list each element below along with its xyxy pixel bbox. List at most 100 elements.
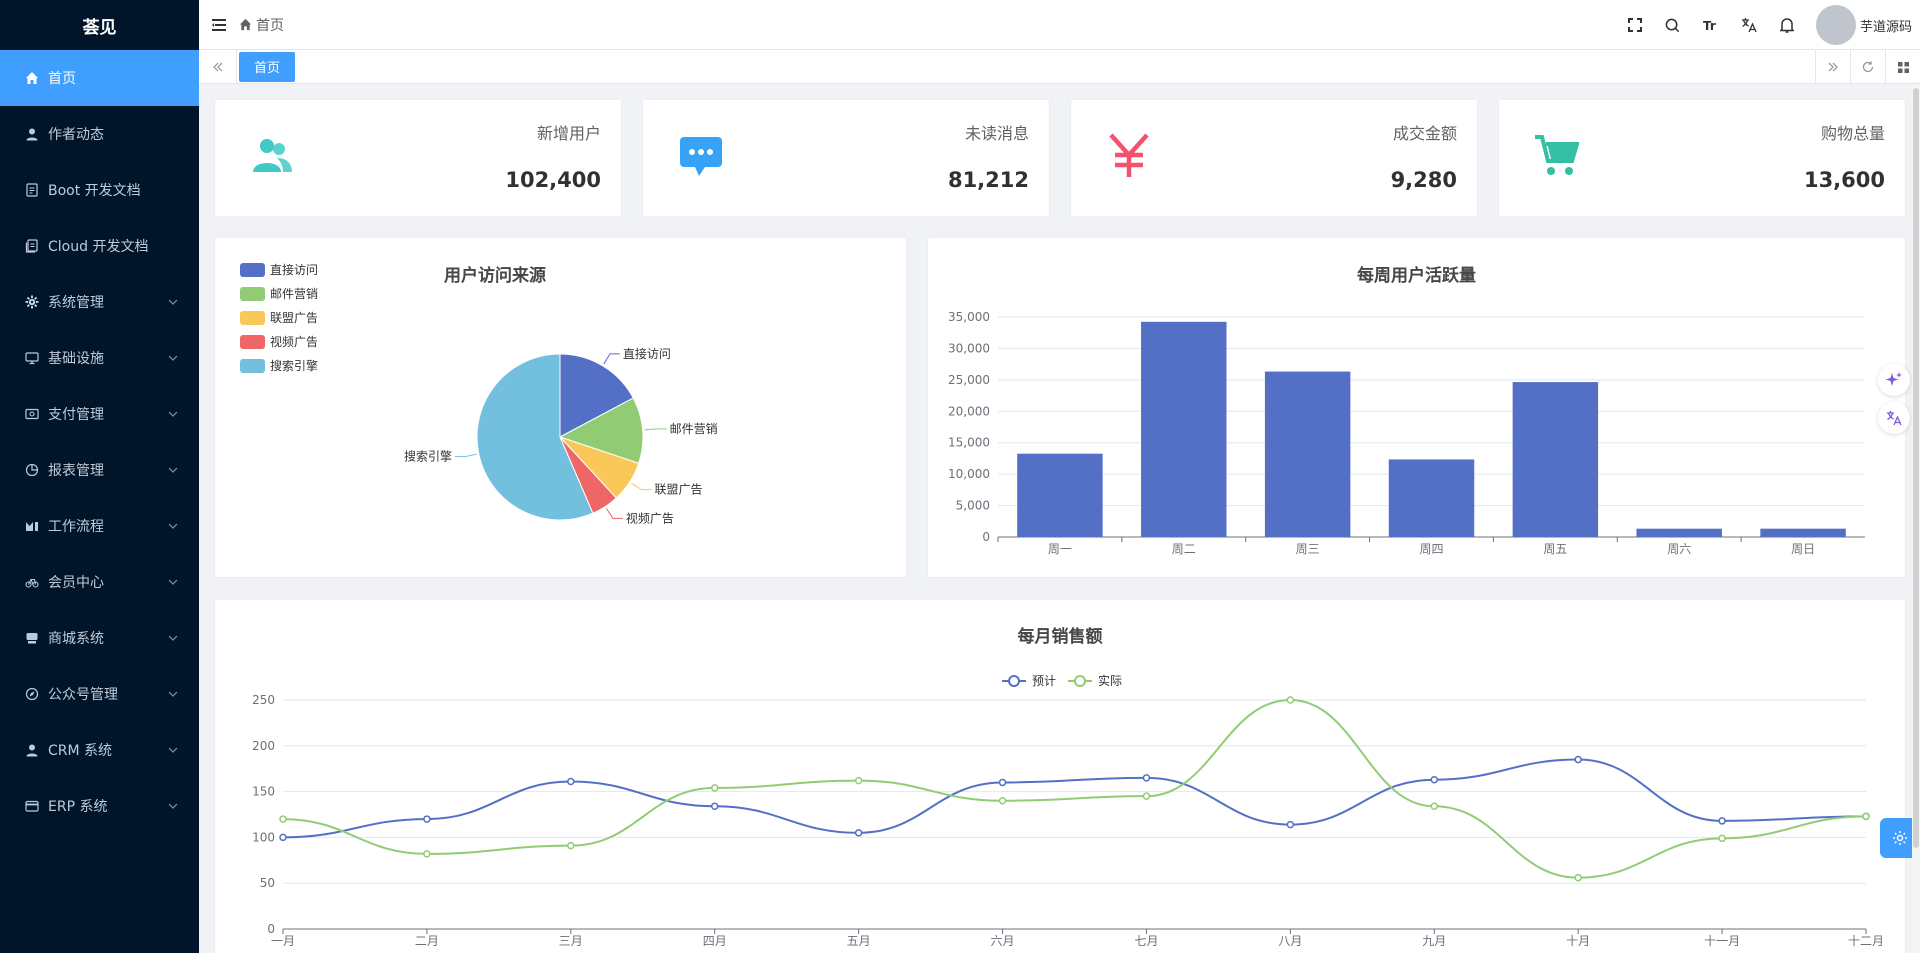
series-point[interactable] xyxy=(567,777,575,786)
legend-label[interactable]: 联盟广告 xyxy=(270,311,318,325)
series-point[interactable] xyxy=(1142,774,1151,782)
series-point[interactable] xyxy=(1430,775,1439,784)
series-point[interactable] xyxy=(1862,812,1870,821)
chevron-down-icon xyxy=(168,355,178,361)
translate-float-button[interactable] xyxy=(1878,402,1910,434)
y-tick-label: 0 xyxy=(982,530,990,544)
series-point[interactable] xyxy=(710,784,719,792)
series-point[interactable] xyxy=(1430,802,1439,811)
scroll-right-icon[interactable] xyxy=(1815,50,1850,84)
sidebar-item-label: 报表管理 xyxy=(48,463,104,479)
legend-swatch[interactable] xyxy=(240,263,265,277)
page-scrollbar[interactable] xyxy=(1912,84,1920,953)
hamburger-icon[interactable] xyxy=(199,0,239,50)
search-icon[interactable] xyxy=(1654,0,1692,50)
sidebar-item-0[interactable]: 首页 xyxy=(0,50,199,106)
sidebar-item-10[interactable]: 商城系统 xyxy=(0,610,199,666)
series-point[interactable] xyxy=(1142,792,1151,800)
series-point[interactable] xyxy=(279,833,287,842)
series-line[interactable] xyxy=(282,698,1867,879)
pie-slice[interactable] xyxy=(559,353,634,438)
pie-slice[interactable] xyxy=(476,353,594,521)
translate-icon[interactable] xyxy=(1730,0,1768,50)
stat-card[interactable]: 新增用户 102,400 xyxy=(214,99,622,217)
legend-label[interactable]: 邮件营销 xyxy=(270,287,318,301)
legend-label[interactable]: 搜索引擎 xyxy=(270,358,318,373)
sidebar-item-label: 基础设施 xyxy=(48,351,104,367)
bar[interactable] xyxy=(1017,453,1103,537)
pie-slice[interactable] xyxy=(558,397,644,464)
app-logo: 荟见 xyxy=(82,17,117,38)
sidebar-item-9[interactable]: 会员中心 xyxy=(0,554,199,610)
top-header: 首页 Tr 芋道源码 xyxy=(199,0,1920,50)
sidebar-item-2[interactable]: Boot 开发文档 xyxy=(0,162,199,218)
series-point[interactable] xyxy=(567,841,575,850)
series-line[interactable] xyxy=(282,758,1867,839)
x-tick-label: 七月 xyxy=(1134,934,1158,948)
chevron-down-icon xyxy=(168,299,178,305)
breadcrumb-home[interactable]: 首页 xyxy=(256,17,284,34)
bar[interactable] xyxy=(1512,382,1599,537)
stat-card[interactable]: 购物总量 13,600 xyxy=(1498,99,1906,217)
series-point[interactable] xyxy=(854,829,863,837)
series-point[interactable] xyxy=(1286,820,1295,829)
sidebar-item-11[interactable]: 公众号管理 xyxy=(0,666,199,722)
sidebar-menu: 首页 作者动态 Boot 开发文档 Cloud 开发文档 系统管理基础设施支付管理报表管… xyxy=(0,50,199,834)
scroll-left-icon[interactable] xyxy=(199,49,237,84)
series-point[interactable] xyxy=(279,815,287,823)
sidebar-item-8[interactable]: 工作流程 xyxy=(0,498,199,554)
y-tick-label: 20,000 xyxy=(948,404,990,418)
y-tick-label: 15,000 xyxy=(948,436,990,450)
sidebar-item-6[interactable]: 支付管理 xyxy=(0,386,199,442)
username[interactable]: 芋道源码 xyxy=(1859,19,1912,35)
legend-swatch[interactable] xyxy=(240,311,265,325)
fullscreen-icon[interactable] xyxy=(1616,0,1654,50)
series-point[interactable] xyxy=(1286,696,1295,704)
series-point[interactable] xyxy=(998,778,1007,787)
bar[interactable] xyxy=(1264,371,1351,537)
sidebar-item-13[interactable]: ERP 系统 xyxy=(0,778,199,834)
legend-label[interactable]: 预计 xyxy=(1032,674,1056,688)
legend-marker[interactable] xyxy=(1074,675,1086,687)
series-point[interactable] xyxy=(1718,834,1726,843)
series-point[interactable] xyxy=(998,797,1007,805)
user-icon xyxy=(24,742,40,758)
sidebar-item-1[interactable]: 作者动态 xyxy=(0,106,199,162)
legend-label[interactable]: 直接访问 xyxy=(270,262,318,277)
avatar[interactable] xyxy=(1815,5,1856,45)
scrollbar-thumb[interactable] xyxy=(1913,88,1919,848)
gear-icon xyxy=(1893,831,1907,845)
pie-label: 联盟广告 xyxy=(654,483,702,497)
users-icon xyxy=(249,132,297,180)
series-point[interactable] xyxy=(1718,817,1726,825)
legend-marker[interactable] xyxy=(1008,675,1020,687)
tab-home[interactable]: 首页 xyxy=(239,51,296,82)
bell-icon[interactable] xyxy=(1768,0,1806,50)
stat-card[interactable]: 未读消息 81,212 xyxy=(642,99,1050,217)
series-point[interactable] xyxy=(854,776,863,785)
series-point[interactable] xyxy=(1574,873,1582,882)
legend-label[interactable]: 实际 xyxy=(1098,673,1122,688)
font-size-icon[interactable]: Tr xyxy=(1692,0,1730,50)
bar[interactable] xyxy=(1760,528,1846,537)
series-point[interactable] xyxy=(423,815,431,823)
bar[interactable] xyxy=(1388,459,1475,537)
ai-assistant-button[interactable] xyxy=(1878,364,1910,396)
series-point[interactable] xyxy=(1574,755,1582,764)
sidebar-item-12[interactable]: CRM 系统 xyxy=(0,722,199,778)
series-point[interactable] xyxy=(710,802,719,811)
grid-menu-icon[interactable] xyxy=(1885,50,1920,84)
sidebar-item-4[interactable]: 系统管理 xyxy=(0,274,199,330)
bar[interactable] xyxy=(1636,528,1722,537)
refresh-icon[interactable] xyxy=(1850,50,1885,84)
sidebar-item-5[interactable]: 基础设施 xyxy=(0,330,199,386)
sidebar-item-3[interactable]: Cloud 开发文档 xyxy=(0,218,199,274)
sidebar-item-7[interactable]: 报表管理 xyxy=(0,442,199,498)
legend-label[interactable]: 视频广告 xyxy=(270,334,318,349)
series-point[interactable] xyxy=(423,850,431,858)
legend-swatch[interactable] xyxy=(240,335,265,349)
legend-swatch[interactable] xyxy=(240,359,265,373)
stat-card[interactable]: 成交金额 9,280 xyxy=(1070,99,1478,217)
legend-swatch[interactable] xyxy=(240,287,265,301)
bar[interactable] xyxy=(1141,321,1227,537)
